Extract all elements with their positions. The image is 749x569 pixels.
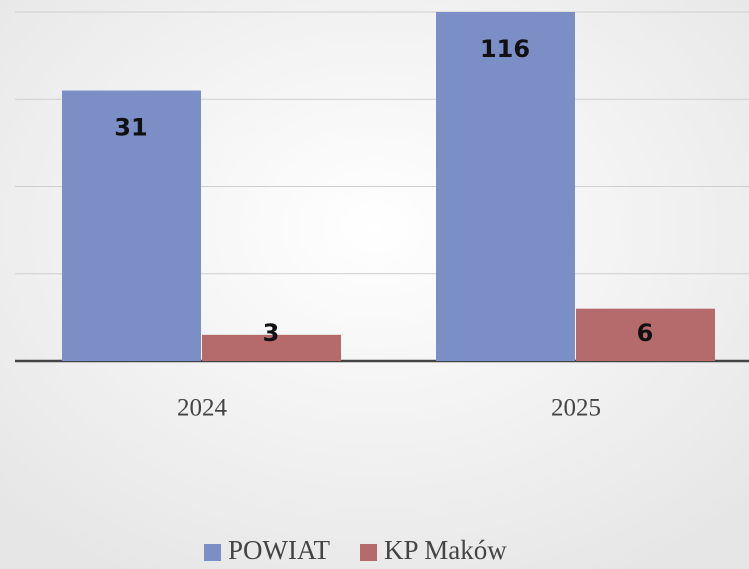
x-tick-label: 2024: [177, 395, 228, 422]
legend-swatch: [360, 544, 377, 561]
data-label: 3: [263, 319, 280, 347]
bar: [62, 90, 201, 362]
legend-label: KP Maków: [384, 535, 507, 565]
bar: [202, 334, 341, 361]
bar: [576, 308, 715, 361]
legend-swatch: [204, 544, 221, 561]
data-label: 116: [480, 35, 530, 63]
data-label: 6: [637, 319, 654, 347]
data-label: 31: [114, 114, 147, 142]
bar: [436, 12, 575, 361]
x-tick-label: 2025: [551, 395, 601, 422]
legend-label: POWIAT: [228, 535, 330, 565]
